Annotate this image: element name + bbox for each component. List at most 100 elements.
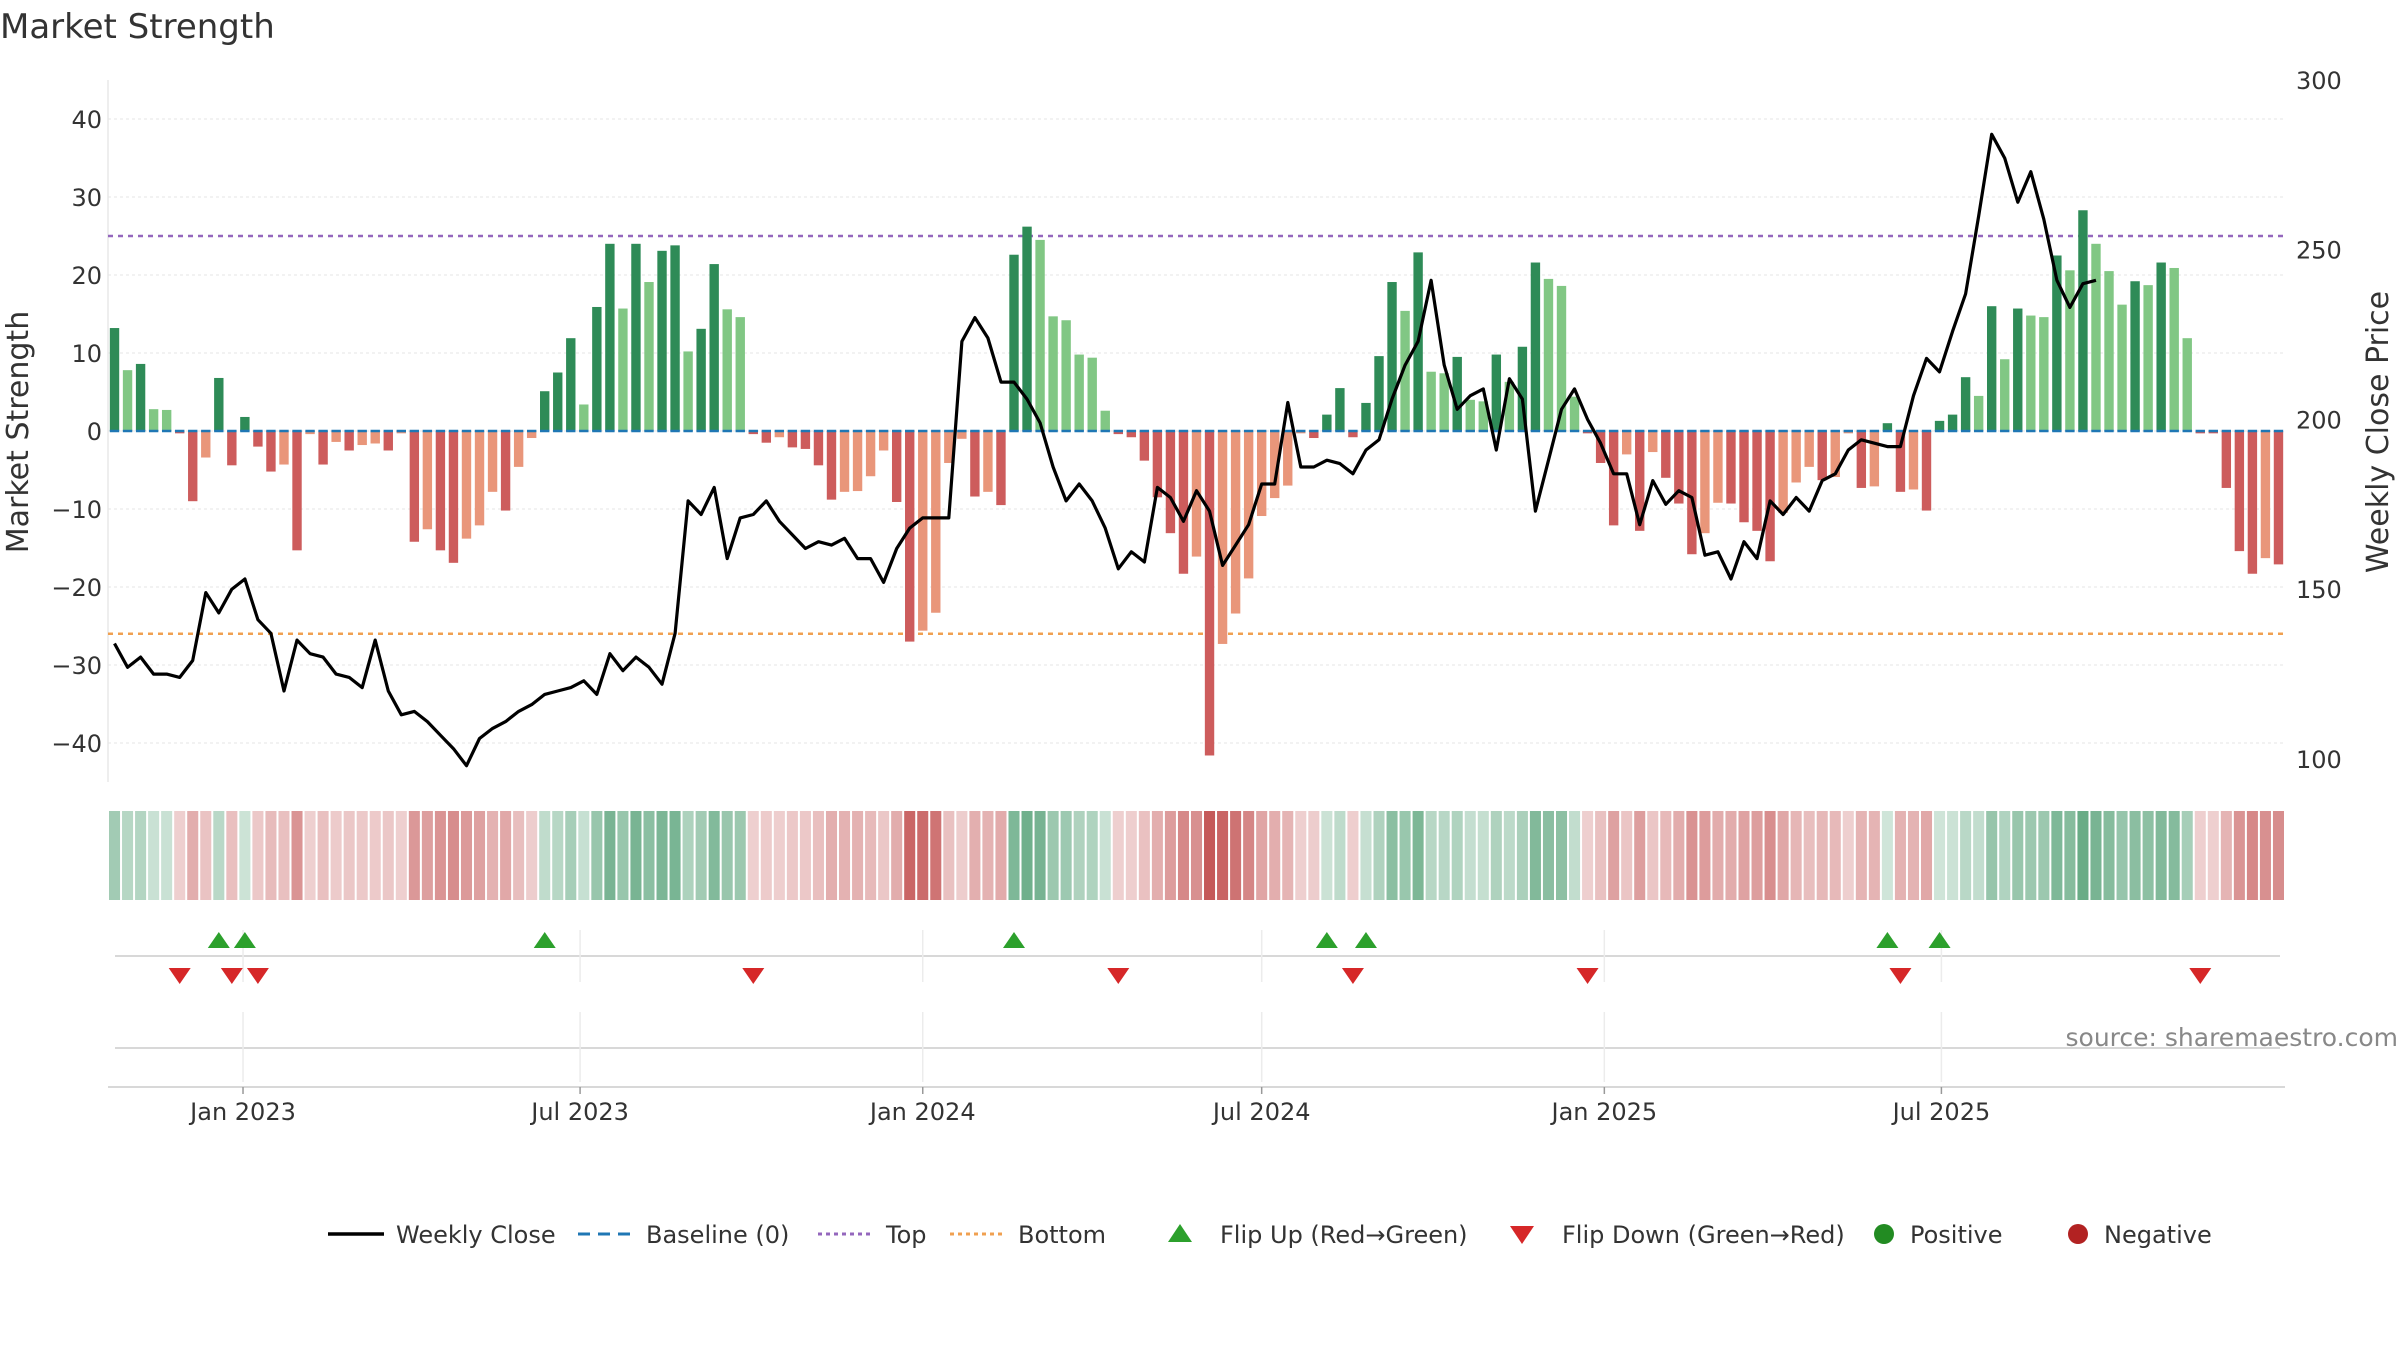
heat-cell — [1503, 811, 1515, 900]
heat-cell — [799, 811, 811, 900]
date-tick-label: Jul 2025 — [1891, 1098, 1991, 1126]
strength-bar — [1608, 431, 1619, 526]
strength-bar — [227, 431, 237, 466]
strength-bar — [1947, 414, 1958, 431]
heat-cell — [1529, 811, 1541, 900]
strength-bar — [540, 391, 550, 431]
heat-cell — [1686, 811, 1698, 900]
strength-bar — [487, 431, 498, 492]
strength-bar — [1765, 431, 1775, 562]
strength-bar — [1400, 310, 1410, 431]
heat-cell — [2103, 811, 2115, 900]
heat-cell — [2233, 811, 2245, 900]
heat-cell — [395, 811, 407, 900]
strength-bar — [2026, 315, 2036, 431]
strength-bar — [2221, 431, 2232, 488]
strength-bar — [1934, 420, 1945, 431]
strength-bar — [266, 431, 276, 472]
heat-cell — [278, 811, 290, 900]
heat-cell — [552, 811, 564, 900]
strength-bar — [2052, 255, 2062, 431]
heat-cell — [421, 811, 433, 900]
heat-cell — [630, 811, 642, 900]
heat-cell — [317, 811, 329, 900]
strength-bar — [748, 431, 758, 435]
heat-cell — [578, 811, 590, 900]
heat-cell — [500, 811, 512, 900]
heat-cell — [956, 811, 968, 900]
flip-down-marker — [742, 968, 765, 984]
heat-cell — [474, 811, 486, 900]
heat-cell — [1099, 811, 1111, 900]
strength-bar — [1661, 431, 1671, 478]
strength-bar — [1452, 356, 1462, 431]
strength-bar — [1035, 239, 1045, 431]
strength-bar — [2169, 267, 2179, 431]
heat-cell — [2207, 811, 2219, 900]
heat-cell — [617, 811, 629, 900]
flip-down-marker — [1107, 968, 1130, 984]
flip-up-marker — [1876, 932, 1899, 948]
strength-bar — [1270, 431, 1280, 499]
heat-cell — [1699, 811, 1711, 900]
heat-cell — [786, 811, 798, 900]
strength-bar — [2091, 243, 2101, 431]
heat-cell — [226, 811, 238, 900]
left-axis-label: Market Strength — [1, 311, 36, 553]
strength-bar — [839, 431, 850, 492]
strength-bar — [2000, 359, 2010, 431]
date-tick-label: Jul 2024 — [1211, 1098, 1311, 1126]
strength-bar — [500, 431, 511, 511]
strength-bar — [1791, 431, 1801, 483]
heat-cell — [1751, 811, 1763, 900]
heat-cell — [356, 811, 368, 900]
strength-bar — [553, 372, 563, 431]
strength-bar — [409, 431, 420, 542]
strength-bar — [1113, 431, 1123, 435]
heat-cell — [539, 811, 551, 900]
strength-bar — [331, 431, 341, 442]
strength-bar — [383, 431, 393, 451]
strength-bar — [318, 431, 328, 465]
heat-cell — [1125, 811, 1137, 900]
heat-cell — [434, 811, 446, 900]
heat-cell — [122, 811, 134, 900]
right-axis-ticks: 300 250 200 150 100 — [2296, 67, 2342, 774]
heat-cell — [930, 811, 942, 900]
legend-item: Weekly Close — [328, 1221, 556, 1249]
strength-bar — [1165, 431, 1176, 534]
heat-cell — [2194, 811, 2206, 900]
strength-bar — [813, 431, 824, 466]
heat-cell — [1086, 811, 1098, 900]
heat-cell — [1138, 811, 1150, 900]
strength-bar — [1556, 285, 1567, 431]
heat-cell — [865, 811, 877, 900]
heat-cell — [1764, 811, 1776, 900]
strength-bar — [2260, 431, 2271, 559]
heat-cell — [591, 811, 603, 900]
heat-cell — [109, 811, 121, 900]
heat-cell — [447, 811, 459, 900]
heat-cell — [1477, 811, 1489, 900]
strength-bar — [696, 328, 706, 431]
heat-cell — [1230, 811, 1242, 900]
strength-bar — [1856, 431, 1867, 488]
right-tick-label: 200 — [2296, 406, 2342, 434]
heat-cell — [565, 811, 577, 900]
flip-down-marker — [246, 968, 269, 984]
date-tick-label: Jul 2023 — [529, 1098, 629, 1126]
legend-triangle-down-icon — [1510, 1226, 1534, 1244]
heat-cell — [1217, 811, 1229, 900]
strength-bar — [1713, 431, 1723, 503]
strength-bar — [2065, 270, 2075, 431]
heat-cell — [1060, 811, 1072, 900]
strength-bar — [188, 431, 198, 502]
heat-cell — [1164, 811, 1176, 900]
heat-cell — [1725, 811, 1737, 900]
heat-cell — [1973, 811, 1985, 900]
strength-bar — [2104, 271, 2114, 431]
heat-cell — [2038, 811, 2050, 900]
left-axis-ticks: 40 30 20 10 0 −10 −20 −30 −40 — [51, 106, 102, 758]
heat-cell — [1608, 811, 1620, 900]
legend-label: Flip Down (Green→Red) — [1562, 1221, 1845, 1249]
